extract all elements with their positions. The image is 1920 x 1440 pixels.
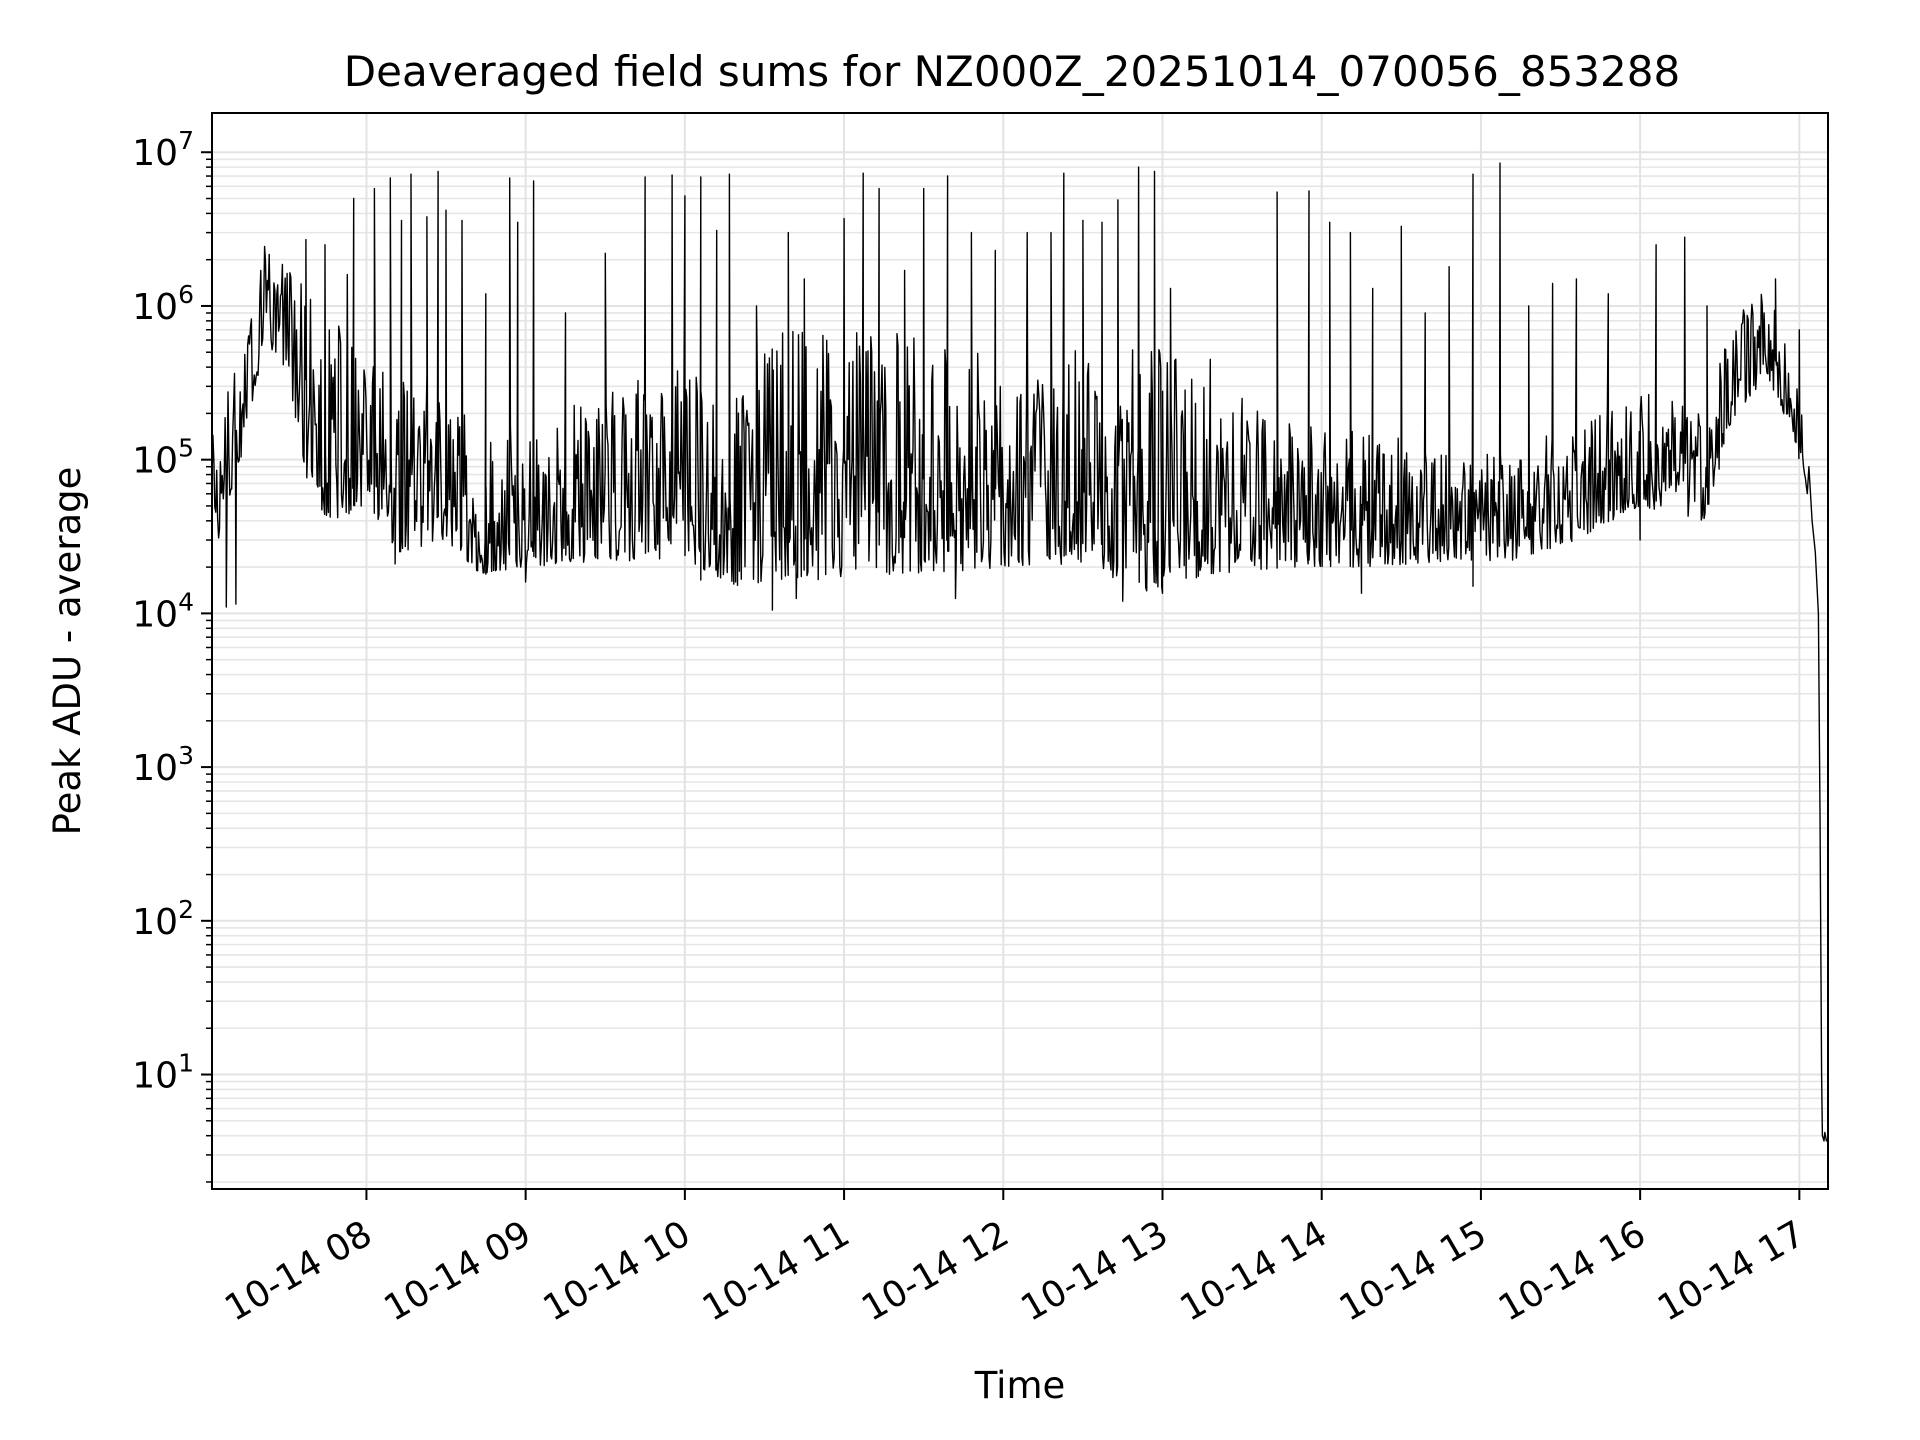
plot-frame <box>211 112 1829 1190</box>
y-tick-label: 101 <box>132 1049 194 1097</box>
series-line <box>211 162 1829 1142</box>
y-axis: 101 102 103 104 105 106 107 <box>132 126 212 1183</box>
y-tick-label: 106 <box>132 280 194 328</box>
y-tick-label: 102 <box>132 895 194 943</box>
y-tick-label: 104 <box>132 587 194 635</box>
plot-area <box>211 162 1829 1142</box>
x-axis-label: Time <box>974 1364 1066 1407</box>
y-tick-label: 103 <box>132 741 194 789</box>
y-tick-label: 107 <box>132 126 194 174</box>
chart-title: Deaveraged field sums for NZ000Z_2025101… <box>344 47 1680 96</box>
y-tick-label: 105 <box>132 434 194 482</box>
y-axis-label: Peak ADU - average <box>46 467 89 836</box>
